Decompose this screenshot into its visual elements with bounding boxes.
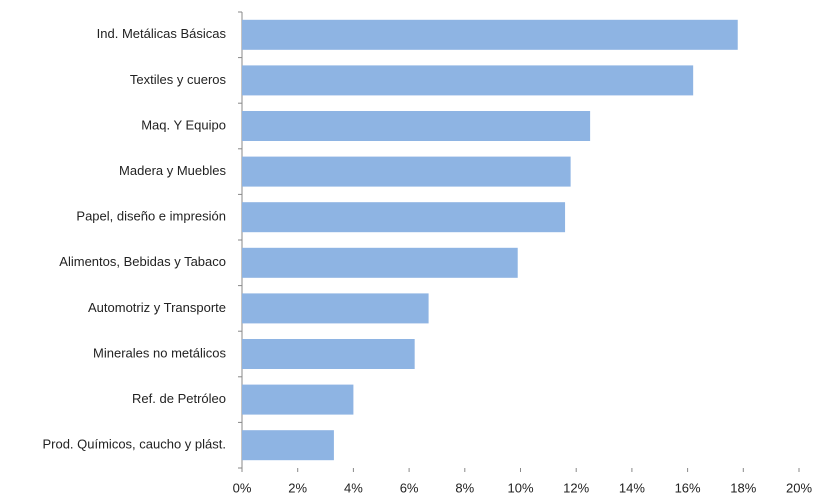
bar: [242, 339, 415, 369]
x-tick-label: 0%: [233, 480, 252, 495]
bar: [242, 65, 694, 96]
bar: [242, 384, 354, 415]
y-tick-label: Alimentos, Bebidas y Tabaco: [59, 254, 226, 269]
y-tick-label: Madera y Muebles: [119, 163, 226, 178]
x-tick-label: 2%: [288, 480, 307, 495]
bar: [242, 19, 738, 50]
x-tick-label: 6%: [400, 480, 419, 495]
y-tick-label: Maq. Y Equipo: [141, 117, 226, 132]
x-tick-label: 4%: [344, 480, 363, 495]
x-tick-label: 8%: [455, 480, 474, 495]
x-tick-label: 14%: [619, 480, 645, 495]
bar: [242, 293, 429, 324]
y-tick-label: Minerales no metálicos: [93, 345, 226, 360]
bar: [242, 247, 518, 278]
y-tick-label: Ind. Metálicas Básicas: [97, 26, 227, 41]
y-tick-label: Ref. de Petróleo: [132, 391, 226, 406]
y-tick-label: Papel, diseño e impresión: [76, 209, 226, 224]
y-tick-label: Prod. Químicos, caucho y plást.: [42, 437, 226, 452]
bar: [242, 111, 591, 141]
bar: [242, 202, 566, 233]
y-tick-label: Textiles y cueros: [130, 72, 227, 87]
x-tick-label: 16%: [675, 480, 701, 495]
bar: [242, 156, 571, 187]
x-tick-label: 12%: [563, 480, 589, 495]
y-tick-label: Automotriz y Transporte: [88, 300, 226, 315]
x-tick-label: 10%: [507, 480, 533, 495]
x-tick-label: 20%: [786, 480, 812, 495]
x-tick-label: 18%: [730, 480, 756, 495]
bar: [242, 430, 334, 461]
